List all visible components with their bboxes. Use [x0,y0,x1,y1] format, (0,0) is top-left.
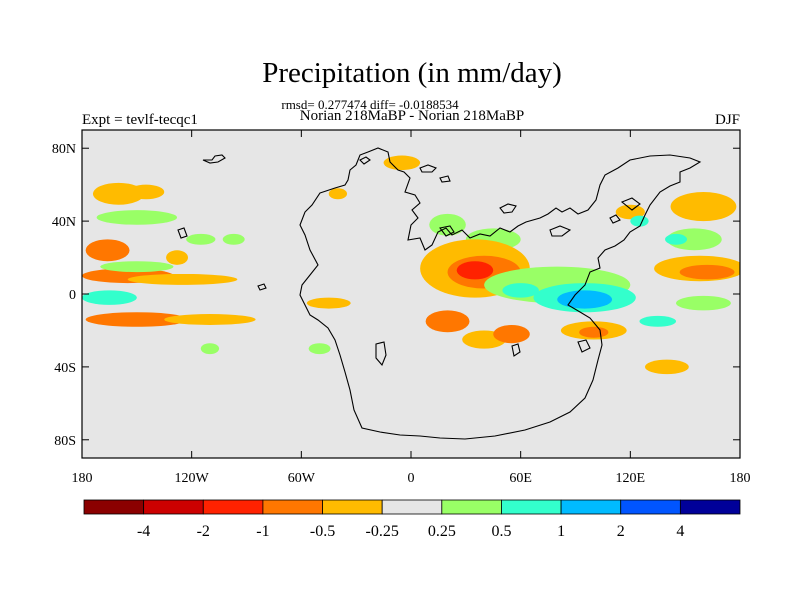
island-coast-8 [439,225,455,237]
anomaly-region-12 [222,233,245,245]
island-coast-9 [375,341,387,367]
island-coast-4 [499,203,517,214]
anomaly-region-34 [679,264,735,280]
island-coast-5 [549,225,572,237]
colorbar-swatch-1 [143,499,204,515]
anomaly-region-18 [429,213,466,236]
colorbar-label-8: 2 [617,523,625,540]
anomaly-region-38 [639,315,677,327]
island-coast-7 [609,214,621,224]
left-label: Expt = tevlf-tecqc1 [82,112,198,128]
colorbar-label-7: 1 [557,523,565,540]
colorbar-swatch-6 [441,499,502,515]
anomaly-region-29 [502,283,539,298]
anomaly-region-16 [200,343,220,355]
colorbar-label-5: 0.25 [428,523,456,540]
right-label: DJF [715,112,740,128]
anomaly-region-37 [665,233,687,245]
colorbar-label-9: 4 [676,523,684,540]
anomaly-region-35 [670,191,737,222]
anomaly-region-32 [644,359,689,375]
island-coast-2 [419,164,437,173]
colorbar-label-2: -1 [256,523,269,540]
colorbar-swatch-10 [679,499,741,515]
anomaly-region-17 [308,343,331,355]
coastlines [177,147,702,440]
island-coast-10 [177,227,188,239]
y-tick-label-2: 0 [69,288,76,303]
island-coast-3 [439,175,451,183]
anomaly-region-6 [100,261,174,273]
colorbar-swatch-5 [381,499,443,515]
x-tick-label-6: 180 [730,471,751,486]
colorbar-label-4: -0.25 [366,523,399,540]
x-tick-label-2: 60W [288,471,316,486]
colorbar: -4 -2 -1 -0.5 -0.25 0.25 0.5 1 2 4 [83,499,741,540]
colorbar-swatch-3 [262,499,323,515]
anomaly-region-28 [557,290,613,309]
anomaly-region-5 [127,273,238,285]
anomaly-fields [82,155,740,375]
anomaly-region-25 [493,324,530,344]
stats-line: rmsd= 0.277474 diff= -0.0188534 [281,97,459,112]
island-coast-6 [620,197,641,211]
colorbar-label-0: -4 [137,523,150,540]
colorbar-swatch-7 [501,499,562,515]
anomaly-region-8 [85,312,189,327]
anomaly-region-15 [383,155,421,171]
island-coast-14 [359,156,371,165]
chart-title: Precipitation (in mm/day) [262,57,562,89]
colorbar-swatch-2 [202,499,264,515]
anomaly-region-40 [615,204,645,220]
anomaly-region-14 [328,188,348,200]
x-tick-label-4: 60E [509,471,532,486]
y-tick-label-3: 40S [54,361,76,376]
anomaly-region-13 [306,297,351,309]
anomaly-region-3 [85,239,130,262]
anomaly-region-7 [82,290,137,305]
colorbar-swatch-0 [83,499,145,515]
colorbar-label-1: -2 [197,523,210,540]
island-coast-11 [511,343,521,357]
axes: 180 120W 60W 0 60E 120E 180 80N 40N 0 40S 80S [52,130,751,486]
anomaly-region-23 [425,310,470,333]
x-tick-label-3: 0 [408,471,415,486]
y-tick-label-4: 80S [54,434,76,449]
plot-background [82,130,740,458]
y-tick-label-0: 80N [52,142,76,157]
anomaly-region-9 [164,314,256,325]
x-tick-label-5: 120E [616,471,646,486]
x-tick-label-0: 180 [72,471,93,486]
island-coast-1 [202,154,226,164]
anomaly-region-22 [456,261,494,280]
anomaly-region-39 [676,295,731,311]
colorbar-swatch-4 [322,499,383,515]
colorbar-swatch-8 [560,499,622,515]
anomaly-region-31 [579,326,609,338]
island-coast-13 [577,339,591,353]
pangaea-coastline [299,147,702,440]
subtitle: Norian 218MaBP - Norian 218MaBP [300,108,524,124]
colorbar-label-3: -0.5 [310,523,335,540]
anomaly-region-2 [96,210,178,225]
anomaly-region-10 [166,250,189,265]
colorbar-label-6: 0.5 [491,523,511,540]
anomaly-region-41 [630,215,649,227]
island-coast-12 [257,283,267,291]
anomaly-region-11 [186,233,216,245]
anomaly-region-36 [666,228,722,251]
x-tick-label-1: 120W [175,471,210,486]
anomaly-region-1 [127,184,165,200]
colorbar-swatch-9 [620,499,681,515]
y-tick-label-1: 40N [52,215,76,230]
